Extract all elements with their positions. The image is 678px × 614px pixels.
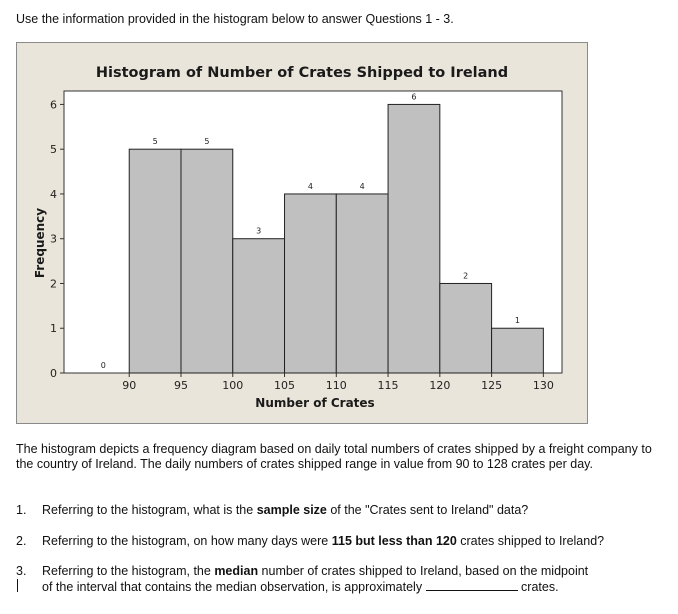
answer-blank[interactable] bbox=[425, 579, 518, 591]
chart-title: Histogram of Number of Crates Shipped to… bbox=[96, 65, 508, 81]
x-tick-label: 105 bbox=[274, 379, 295, 392]
question-emphasis: sample size bbox=[256, 503, 327, 517]
bar-data-label: 6 bbox=[411, 92, 416, 101]
question-emphasis: median bbox=[214, 564, 259, 578]
histogram-bar bbox=[128, 148, 182, 374]
histogram-bar bbox=[491, 327, 544, 374]
x-tick-label: 125 bbox=[481, 379, 502, 392]
bar-data-label: 1 bbox=[515, 316, 520, 325]
bar-data-label: 2 bbox=[463, 271, 468, 280]
histogram-frame: Histogram of Number of Crates Shipped to… bbox=[16, 42, 588, 424]
histogram-bar bbox=[284, 193, 337, 374]
question-number: 3. bbox=[16, 564, 27, 578]
bar-data-label: 5 bbox=[153, 137, 158, 146]
x-tick-label: 95 bbox=[174, 379, 188, 392]
histogram-bar bbox=[335, 193, 389, 374]
question-number: 1. bbox=[16, 503, 27, 517]
bar-data-label: 5 bbox=[204, 137, 209, 146]
histogram-bar bbox=[439, 282, 493, 374]
bar-data-label: 3 bbox=[256, 227, 261, 236]
bar-data-label: 4 bbox=[360, 182, 365, 191]
x-tick-label: 110 bbox=[326, 379, 347, 392]
description-text: The histogram depicts a frequency diagra… bbox=[16, 442, 652, 471]
y-tick-label: 5 bbox=[50, 143, 57, 156]
text-cursor bbox=[17, 579, 18, 592]
x-tick-label: 130 bbox=[533, 379, 554, 392]
x-tick-label: 115 bbox=[378, 379, 399, 392]
histogram-bar bbox=[232, 238, 286, 374]
histogram-bar bbox=[180, 148, 234, 374]
question-number: 2. bbox=[16, 534, 27, 548]
y-tick-label: 3 bbox=[50, 233, 57, 246]
x-axis-label: Number of Crates bbox=[255, 396, 374, 410]
y-axis-label: Frequency bbox=[33, 208, 47, 278]
x-tick-label: 100 bbox=[222, 379, 243, 392]
x-tick-label: 90 bbox=[122, 379, 136, 392]
y-tick-label: 4 bbox=[50, 188, 57, 201]
bar-data-label: 0 bbox=[101, 361, 106, 370]
y-tick-label: 1 bbox=[50, 322, 57, 335]
intro-text: Use the information provided in the hist… bbox=[16, 12, 454, 26]
histogram-chart: Histogram of Number of Crates Shipped to… bbox=[33, 65, 563, 410]
y-tick-label: 0 bbox=[50, 367, 57, 380]
y-tick-label: 6 bbox=[50, 98, 57, 111]
x-tick-label: 120 bbox=[429, 379, 450, 392]
question-emphasis: 115 but less than 120 bbox=[331, 534, 457, 548]
bar-data-label: 4 bbox=[308, 182, 313, 191]
y-tick-label: 2 bbox=[50, 277, 57, 290]
histogram-bar bbox=[387, 103, 441, 374]
